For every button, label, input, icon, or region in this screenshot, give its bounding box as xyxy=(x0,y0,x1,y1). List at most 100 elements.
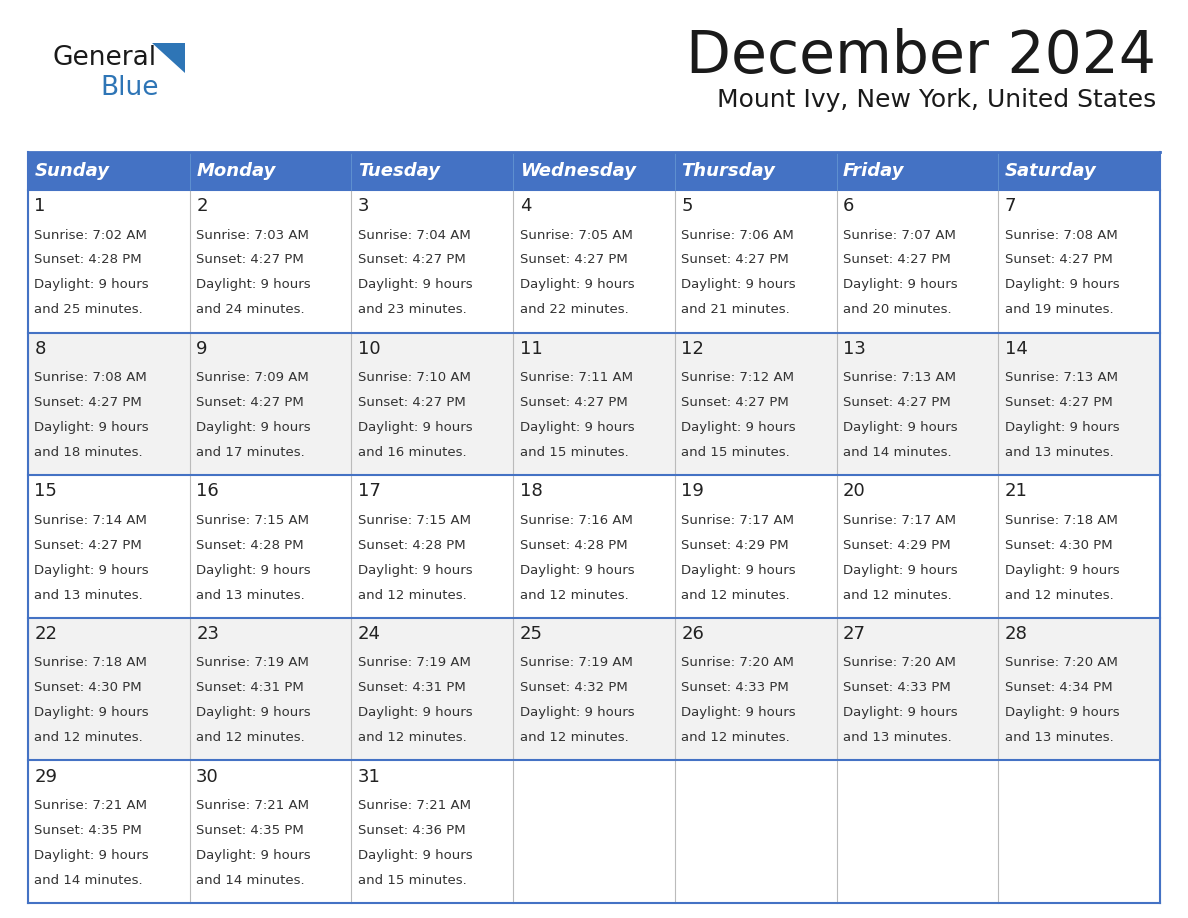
Text: Saturday: Saturday xyxy=(1005,162,1097,180)
Text: 2: 2 xyxy=(196,197,208,215)
Text: Sunrise: 7:14 AM: Sunrise: 7:14 AM xyxy=(34,514,147,527)
Text: and 16 minutes.: and 16 minutes. xyxy=(358,446,467,459)
Text: and 15 minutes.: and 15 minutes. xyxy=(519,446,628,459)
Text: 15: 15 xyxy=(34,482,57,500)
Text: and 12 minutes.: and 12 minutes. xyxy=(358,731,467,744)
Text: Daylight: 9 hours: Daylight: 9 hours xyxy=(196,564,311,577)
Text: and 12 minutes.: and 12 minutes. xyxy=(519,731,628,744)
Text: Sunrise: 7:17 AM: Sunrise: 7:17 AM xyxy=(843,514,956,527)
Text: December 2024: December 2024 xyxy=(685,28,1156,85)
Text: Daylight: 9 hours: Daylight: 9 hours xyxy=(519,706,634,719)
Text: and 23 minutes.: and 23 minutes. xyxy=(358,303,467,317)
Text: and 18 minutes.: and 18 minutes. xyxy=(34,446,143,459)
Text: 11: 11 xyxy=(519,340,543,358)
Text: Daylight: 9 hours: Daylight: 9 hours xyxy=(34,849,148,862)
Text: and 12 minutes.: and 12 minutes. xyxy=(196,731,305,744)
Text: Sunset: 4:27 PM: Sunset: 4:27 PM xyxy=(843,396,950,409)
Text: and 12 minutes.: and 12 minutes. xyxy=(1005,588,1113,601)
Text: and 24 minutes.: and 24 minutes. xyxy=(196,303,305,317)
Text: Sunset: 4:34 PM: Sunset: 4:34 PM xyxy=(1005,681,1112,694)
Text: Sunrise: 7:10 AM: Sunrise: 7:10 AM xyxy=(358,371,470,384)
Bar xyxy=(29,760,1159,903)
Text: Daylight: 9 hours: Daylight: 9 hours xyxy=(196,278,311,291)
Text: Sunrise: 7:12 AM: Sunrise: 7:12 AM xyxy=(682,371,795,384)
Bar xyxy=(190,152,352,190)
Bar xyxy=(998,152,1159,190)
Text: and 12 minutes.: and 12 minutes. xyxy=(682,731,790,744)
Text: Sunset: 4:32 PM: Sunset: 4:32 PM xyxy=(519,681,627,694)
Text: and 12 minutes.: and 12 minutes. xyxy=(519,588,628,601)
Text: 13: 13 xyxy=(843,340,866,358)
Text: Sunset: 4:30 PM: Sunset: 4:30 PM xyxy=(1005,539,1112,552)
Text: Daylight: 9 hours: Daylight: 9 hours xyxy=(34,421,148,434)
Text: Sunrise: 7:11 AM: Sunrise: 7:11 AM xyxy=(519,371,633,384)
Text: and 12 minutes.: and 12 minutes. xyxy=(843,588,952,601)
Bar xyxy=(513,152,675,190)
Text: 10: 10 xyxy=(358,340,380,358)
Text: Sunset: 4:27 PM: Sunset: 4:27 PM xyxy=(682,253,789,266)
Text: Wednesday: Wednesday xyxy=(519,162,636,180)
Text: Sunset: 4:27 PM: Sunset: 4:27 PM xyxy=(358,253,466,266)
Polygon shape xyxy=(152,43,185,73)
Text: Tuesday: Tuesday xyxy=(358,162,440,180)
Text: Sunset: 4:27 PM: Sunset: 4:27 PM xyxy=(34,396,143,409)
Text: Daylight: 9 hours: Daylight: 9 hours xyxy=(843,706,958,719)
Text: 6: 6 xyxy=(843,197,854,215)
Text: Sunrise: 7:09 AM: Sunrise: 7:09 AM xyxy=(196,371,309,384)
Text: and 13 minutes.: and 13 minutes. xyxy=(843,731,952,744)
Text: 9: 9 xyxy=(196,340,208,358)
Text: Sunrise: 7:18 AM: Sunrise: 7:18 AM xyxy=(1005,514,1118,527)
Text: 23: 23 xyxy=(196,625,219,643)
Text: and 14 minutes.: and 14 minutes. xyxy=(34,874,143,887)
Text: Daylight: 9 hours: Daylight: 9 hours xyxy=(843,278,958,291)
Text: Sunset: 4:35 PM: Sunset: 4:35 PM xyxy=(196,823,304,837)
Text: Sunset: 4:33 PM: Sunset: 4:33 PM xyxy=(682,681,789,694)
Text: 7: 7 xyxy=(1005,197,1016,215)
Text: Sunset: 4:27 PM: Sunset: 4:27 PM xyxy=(682,396,789,409)
Text: and 12 minutes.: and 12 minutes. xyxy=(34,731,144,744)
Text: Daylight: 9 hours: Daylight: 9 hours xyxy=(358,849,473,862)
Text: Daylight: 9 hours: Daylight: 9 hours xyxy=(682,564,796,577)
Text: Sunset: 4:27 PM: Sunset: 4:27 PM xyxy=(196,253,304,266)
Bar xyxy=(352,152,513,190)
Text: Friday: Friday xyxy=(843,162,904,180)
Text: Daylight: 9 hours: Daylight: 9 hours xyxy=(358,706,473,719)
Text: and 13 minutes.: and 13 minutes. xyxy=(196,588,305,601)
Text: Sunset: 4:27 PM: Sunset: 4:27 PM xyxy=(843,253,950,266)
Text: Sunset: 4:35 PM: Sunset: 4:35 PM xyxy=(34,823,143,837)
Text: Sunrise: 7:19 AM: Sunrise: 7:19 AM xyxy=(196,656,309,669)
Text: and 15 minutes.: and 15 minutes. xyxy=(358,874,467,887)
Text: Sunset: 4:28 PM: Sunset: 4:28 PM xyxy=(34,253,143,266)
Text: and 25 minutes.: and 25 minutes. xyxy=(34,303,144,317)
Text: Sunset: 4:29 PM: Sunset: 4:29 PM xyxy=(682,539,789,552)
Text: and 13 minutes.: and 13 minutes. xyxy=(1005,446,1113,459)
Bar xyxy=(29,152,190,190)
Text: and 12 minutes.: and 12 minutes. xyxy=(682,588,790,601)
Text: Sunset: 4:36 PM: Sunset: 4:36 PM xyxy=(358,823,466,837)
Text: 19: 19 xyxy=(682,482,704,500)
Text: Daylight: 9 hours: Daylight: 9 hours xyxy=(34,706,148,719)
Bar xyxy=(29,332,1159,476)
Text: Sunset: 4:27 PM: Sunset: 4:27 PM xyxy=(1005,253,1112,266)
Text: Daylight: 9 hours: Daylight: 9 hours xyxy=(682,278,796,291)
Text: and 12 minutes.: and 12 minutes. xyxy=(358,588,467,601)
Text: 21: 21 xyxy=(1005,482,1028,500)
Text: Daylight: 9 hours: Daylight: 9 hours xyxy=(34,278,148,291)
Text: 17: 17 xyxy=(358,482,381,500)
Text: Sunset: 4:27 PM: Sunset: 4:27 PM xyxy=(196,396,304,409)
Text: Sunrise: 7:07 AM: Sunrise: 7:07 AM xyxy=(843,229,956,241)
Text: Sunrise: 7:16 AM: Sunrise: 7:16 AM xyxy=(519,514,632,527)
Text: Sunrise: 7:08 AM: Sunrise: 7:08 AM xyxy=(34,371,147,384)
Bar xyxy=(29,190,1159,332)
Bar xyxy=(29,618,1159,760)
Text: 14: 14 xyxy=(1005,340,1028,358)
Text: Daylight: 9 hours: Daylight: 9 hours xyxy=(358,564,473,577)
Text: Mount Ivy, New York, United States: Mount Ivy, New York, United States xyxy=(716,88,1156,112)
Text: Sunrise: 7:19 AM: Sunrise: 7:19 AM xyxy=(519,656,632,669)
Text: Daylight: 9 hours: Daylight: 9 hours xyxy=(1005,278,1119,291)
Text: Sunrise: 7:08 AM: Sunrise: 7:08 AM xyxy=(1005,229,1118,241)
Text: Sunrise: 7:15 AM: Sunrise: 7:15 AM xyxy=(358,514,470,527)
Text: Sunrise: 7:20 AM: Sunrise: 7:20 AM xyxy=(843,656,956,669)
Text: Daylight: 9 hours: Daylight: 9 hours xyxy=(196,421,311,434)
Text: Daylight: 9 hours: Daylight: 9 hours xyxy=(843,564,958,577)
